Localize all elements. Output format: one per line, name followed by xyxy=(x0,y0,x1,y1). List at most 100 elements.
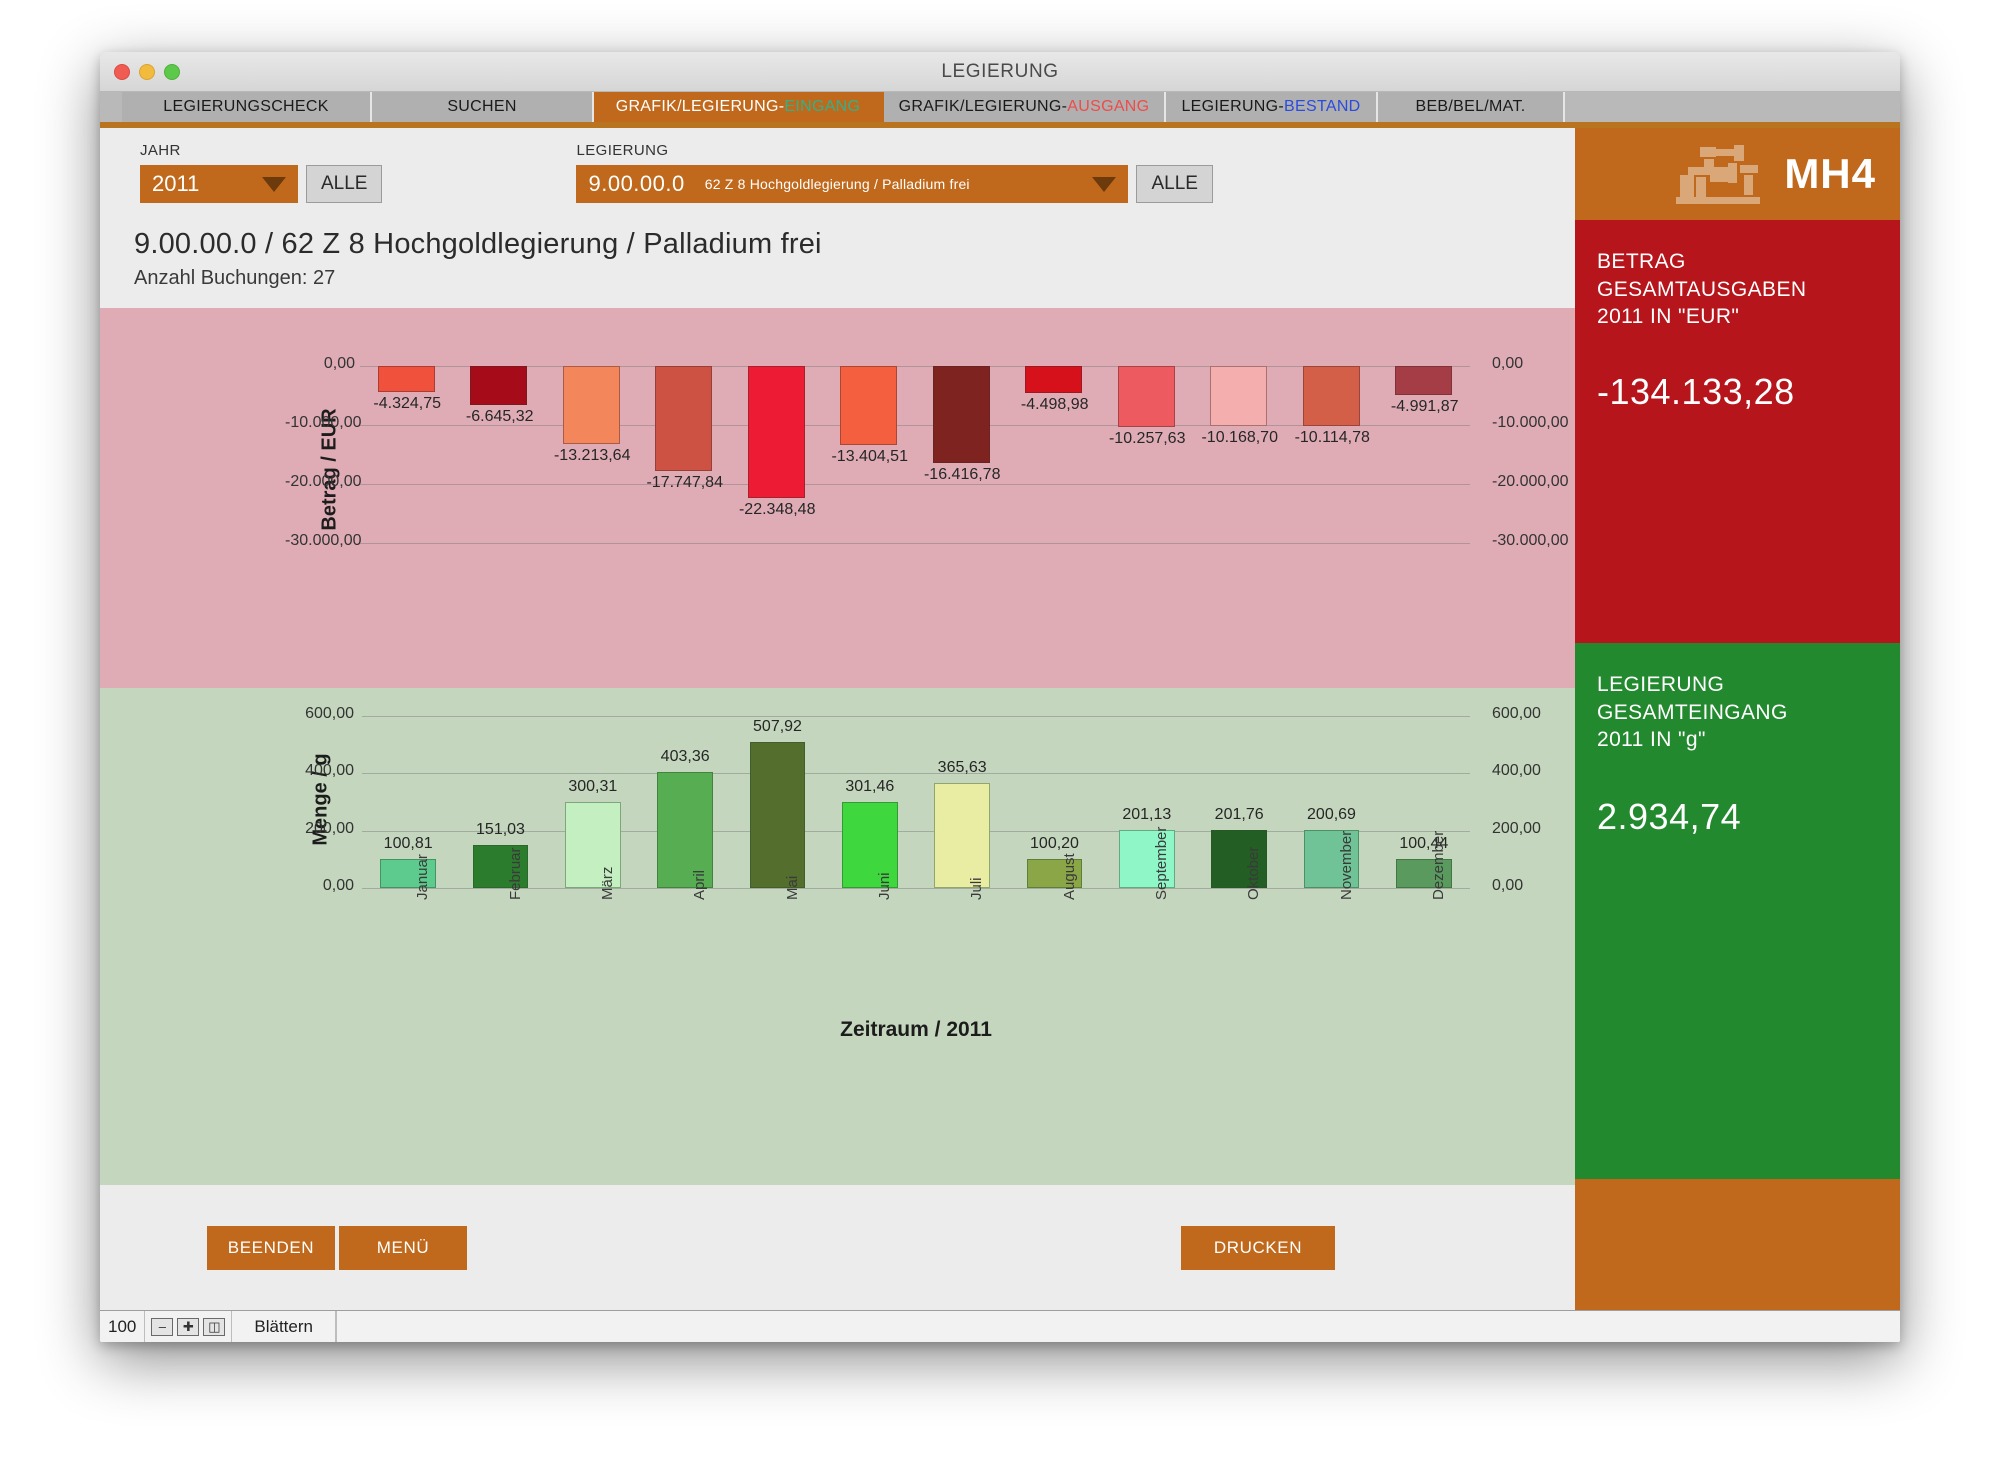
y-tick-label: 200,00 xyxy=(305,819,354,837)
bar-value-label: -10.168,70 xyxy=(1201,428,1278,446)
window-title: LEGIERUNG xyxy=(941,61,1059,82)
bar-value-label: -10.257,63 xyxy=(1108,429,1186,447)
x-category-label: September xyxy=(1152,826,1170,900)
tab-grafik-legierung-eingang[interactable]: GRAFIK/LEGIERUNG- EINGANG xyxy=(594,92,884,122)
tab-label: GRAFIK/LEGIERUNG- xyxy=(615,98,785,115)
window-icon[interactable]: ◫ xyxy=(203,1317,226,1336)
y-tick-label-right: 600,00 xyxy=(1492,705,1541,722)
bar-oktober xyxy=(1210,366,1268,426)
tab-label-highlight: BESTAND xyxy=(1284,98,1361,115)
bar-value-label: 200,69 xyxy=(1307,806,1356,824)
tab-grafik-legierung-ausgang[interactable]: GRAFIK/LEGIERUNG- AUSGANG xyxy=(884,92,1166,122)
zoom-level[interactable]: 100 xyxy=(100,1311,146,1342)
minimize-button[interactable] xyxy=(139,64,155,80)
drucken-button[interactable]: DRUCKEN xyxy=(1180,1225,1336,1271)
bar-value-label: -4.498,98 xyxy=(1020,395,1089,413)
window-titlebar: LEGIERUNG xyxy=(100,52,1900,92)
expenses-summary-value: -134.133,28 xyxy=(1597,371,1795,413)
machine-logo-icon xyxy=(1676,145,1761,204)
income-y-axis-title: Menge / g xyxy=(309,753,332,846)
tab-label: SUCHEN xyxy=(447,98,517,115)
summary-title-line: 2011 IN "EUR" xyxy=(1597,305,1740,329)
x-category-label: Januar xyxy=(414,854,432,900)
bar-juni xyxy=(840,366,898,446)
bar-value-label: 100,20 xyxy=(1030,835,1079,853)
bar-value-label: -17.747,84 xyxy=(646,473,723,491)
bar-januar xyxy=(380,859,436,888)
legierung-description: 62 Z 8 Hochgoldlegierung / Palladium fre… xyxy=(704,176,970,192)
tab-label: LEGIERUNGSCHECK xyxy=(163,98,329,115)
bar-value-label: -13.404,51 xyxy=(831,448,908,466)
status-bar: 100 – ✚ ◫ Blättern xyxy=(100,1310,1900,1342)
close-button[interactable] xyxy=(114,64,130,80)
bar-value-label: 201,76 xyxy=(1214,806,1264,824)
bar-november xyxy=(1302,366,1360,426)
tab-label: BEB/BEL/MAT. xyxy=(1415,98,1526,115)
summary-column: MH4 BETRAG GESAMTAUSGABEN 2011 IN "EUR" -1… xyxy=(1575,128,1900,1310)
bar-juli xyxy=(934,783,990,888)
zoom-button[interactable] xyxy=(164,64,180,80)
summary-title-line: LEGIERUNG xyxy=(1597,673,1725,696)
income-summary-value: 2.934,74 xyxy=(1597,796,1742,838)
chevron-down-icon xyxy=(262,176,286,192)
grid-line xyxy=(362,773,1470,775)
bar-september xyxy=(1119,830,1175,888)
bar-februar xyxy=(470,366,528,406)
bar-value-label: 300,31 xyxy=(568,777,618,795)
blaettern-label[interactable]: Blättern xyxy=(232,1311,336,1342)
y-tick-label: 0,00 xyxy=(322,877,354,894)
jahr-filter-group: JAHR 2011 ALLE xyxy=(140,142,383,203)
bar-april xyxy=(655,366,713,471)
summary-title-line: BETRAG xyxy=(1597,250,1686,273)
legierung-alle-button[interactable]: ALLE xyxy=(1136,165,1213,203)
bar-value-label: -13.213,64 xyxy=(553,446,631,464)
summary-title-line: 2011 IN "g" xyxy=(1597,728,1706,752)
status-bar-filler xyxy=(335,1311,1900,1342)
legierung-select[interactable]: 9.00.00.0 62 Z 8 Hochgoldlegierung / Pal… xyxy=(576,165,1129,203)
beenden-button[interactable]: BEENDEN xyxy=(206,1225,336,1271)
bar-mai xyxy=(749,742,806,888)
brand-name: MH4 xyxy=(1784,150,1876,197)
income-summary-title: LEGIERUNG GESAMTEINGANG 2011 IN "g" xyxy=(1597,671,1900,754)
bar-april xyxy=(657,772,713,888)
income-bar-chart: Menge / g 600,00 600,00 400,00 400,00 200,00 2… xyxy=(100,688,1575,1185)
bar-value-label: -22.348,48 xyxy=(738,500,816,518)
legierung-code: 9.00.00.0 xyxy=(588,171,685,196)
legierung-filter-group: LEGIERUNG 9.00.00.0 62 Z 8 Hochgoldlegie… xyxy=(576,142,1213,203)
tab-label-highlight: EINGANG xyxy=(784,98,861,115)
grid-line xyxy=(360,425,1470,426)
bar-dezember xyxy=(1396,859,1452,888)
y-tick-label-right: 400,00 xyxy=(1492,762,1541,780)
tab-legierung-bestand[interactable]: LEGIERUNG- BESTAND xyxy=(1166,92,1378,122)
bar-februar xyxy=(472,844,529,888)
y-tick-label: 400,00 xyxy=(305,762,354,780)
x-category-label: Mai xyxy=(783,875,801,900)
footer-toolbar: BEENDEN MENÜ DRUCKEN xyxy=(100,1185,1575,1310)
bar-value-label: -16.416,78 xyxy=(923,465,1001,483)
bar-value-label: 100,44 xyxy=(1399,835,1449,853)
brand-footer-block xyxy=(1575,1179,1900,1310)
plus-icon[interactable]: ✚ xyxy=(177,1317,200,1336)
bar-januar xyxy=(377,366,435,392)
booking-count: Anzahl Buchungen: 27 xyxy=(134,267,336,289)
bar-september xyxy=(1117,366,1175,427)
minus-icon[interactable]: – xyxy=(151,1317,174,1336)
tab-label: GRAFIK/LEGIERUNG- xyxy=(898,98,1068,115)
grid-line xyxy=(362,888,1470,889)
tab-beb-bel-mat[interactable]: BEB/BEL/MAT. xyxy=(1378,92,1565,122)
y-tick-label-right: -20.000,00 xyxy=(1492,473,1569,490)
bar-value-label: 151,03 xyxy=(476,820,525,838)
jahr-select[interactable]: 2011 xyxy=(140,165,298,203)
jahr-alle-button[interactable]: ALLE xyxy=(306,165,383,203)
bar-august xyxy=(1026,859,1083,888)
x-category-label: August xyxy=(1060,853,1078,900)
y-tick-label-right: 0,00 xyxy=(1492,355,1524,372)
bar-value-label: -4.991,87 xyxy=(1390,398,1459,416)
y-tick-label-right: -10.000,00 xyxy=(1492,414,1569,431)
tab-suchen[interactable]: SUCHEN xyxy=(372,92,594,122)
tab-legierungscheck[interactable]: LEGIERUNGSCHECK xyxy=(122,92,372,122)
menu-button[interactable]: MENÜ xyxy=(338,1225,468,1271)
y-tick-label: -20.000,00 xyxy=(285,473,362,490)
bar-value-label: 301,46 xyxy=(845,777,895,795)
brand-header: MH4 xyxy=(1575,128,1900,220)
